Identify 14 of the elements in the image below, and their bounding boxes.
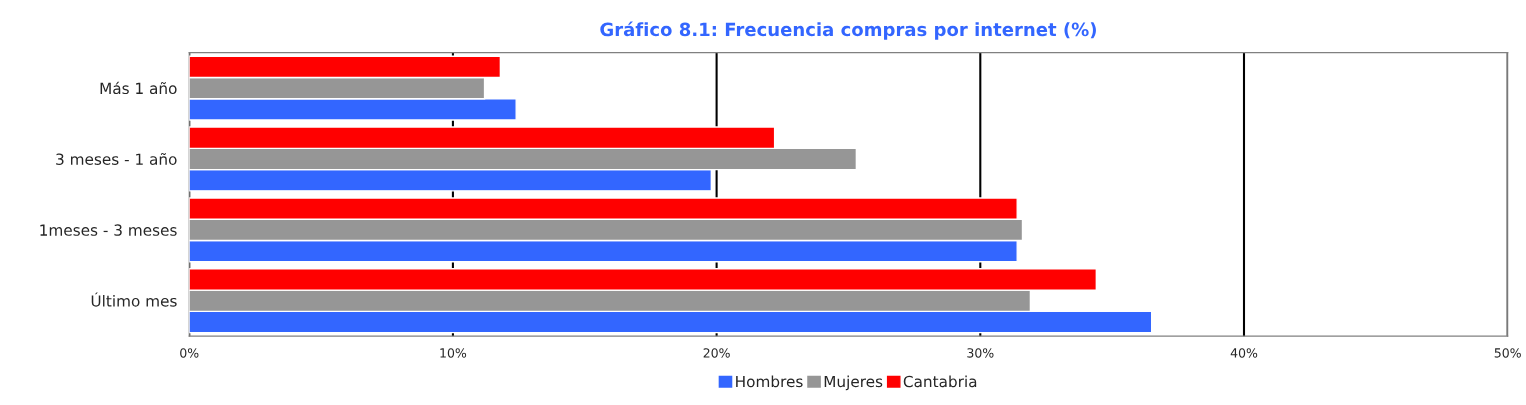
legend-label: Cantabria <box>903 375 977 388</box>
y-tick-label: 1meses - 3 meses <box>40 224 177 236</box>
x-tick-label: 50% <box>1494 348 1521 358</box>
chart-title: Gráfico 8.1: Frecuencia compras por internet (%) <box>600 21 1096 40</box>
y-tick-label: Más 1 año <box>100 81 177 95</box>
y-tick-label: 3 meses - 1 año <box>56 152 177 165</box>
legend-label: Mujeres <box>824 375 883 391</box>
x-tick-label: 20% <box>703 348 730 358</box>
x-tick-label: 0% <box>180 348 199 358</box>
y-tick-label: Último mes <box>91 292 177 307</box>
x-tick-label: 40% <box>1230 348 1258 358</box>
x-tick-label: 10% <box>440 348 467 358</box>
legend-label: Hombres <box>736 375 803 388</box>
x-tick-label: 30% <box>967 348 994 358</box>
